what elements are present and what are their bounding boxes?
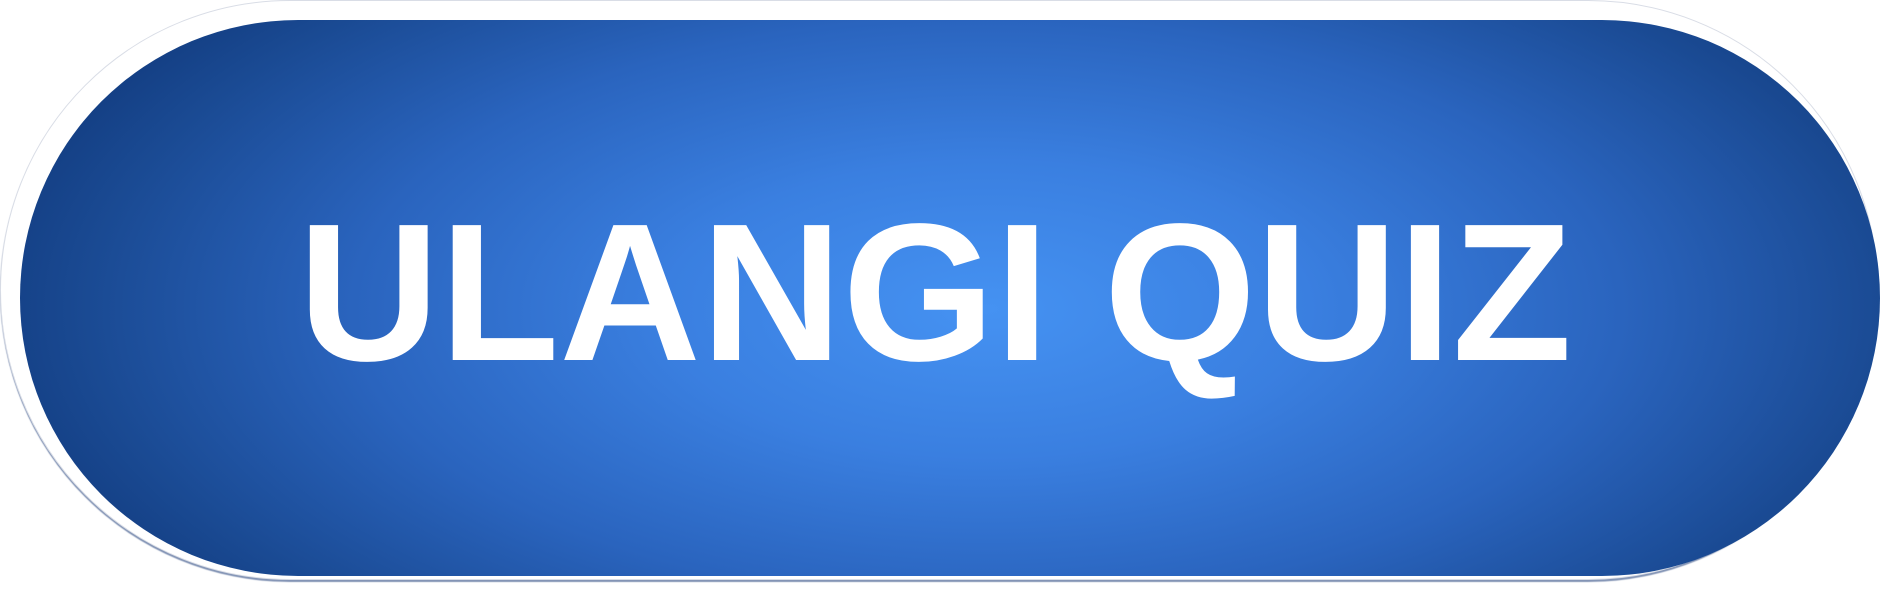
quiz-banner-button[interactable]: ULANGI QUIZ bbox=[20, 20, 1880, 576]
banner-title: ULANGI QUIZ bbox=[298, 183, 1572, 402]
banner-frame: ULANGI QUIZ bbox=[0, 0, 1880, 580]
